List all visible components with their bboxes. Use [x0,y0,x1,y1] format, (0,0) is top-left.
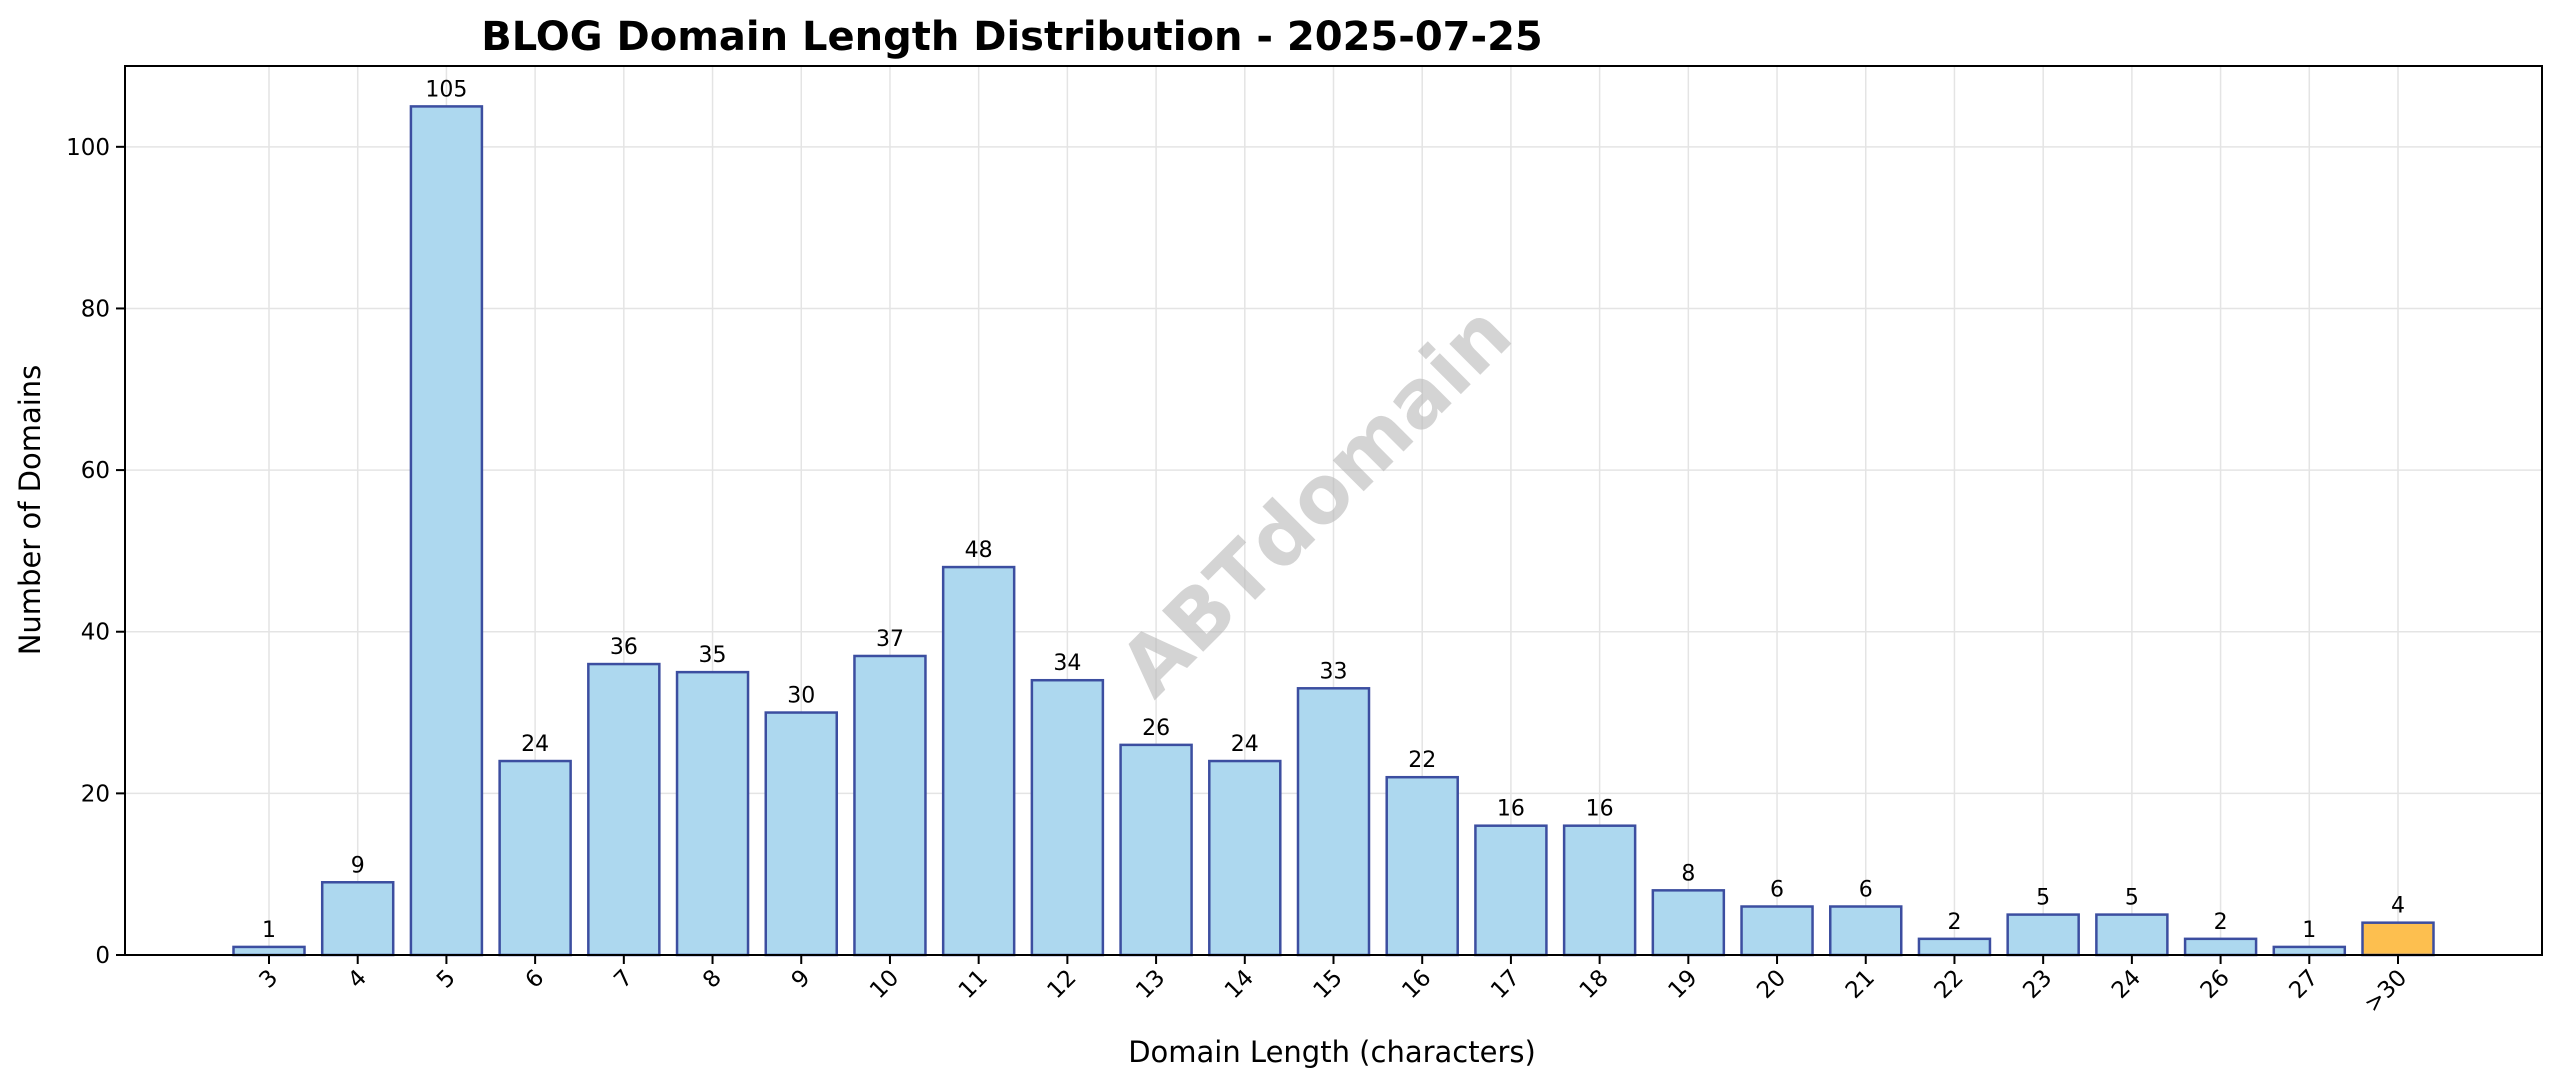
plot-frame [124,65,2543,956]
y-tick-label: 60 [81,458,110,484]
bar-23 [2006,913,2080,957]
value-label: 8 [1681,861,1695,886]
bar-11 [941,565,1016,957]
y-axis-ticks: 0 20 40 60 80 100 [66,135,125,969]
value-labels: 1 9 105 24 36 35 30 37 48 34 26 24 33 22 16 16 8 6 6 2 5 5 2 1 4 [262,77,2405,943]
value-label: 2 [2214,910,2228,935]
value-label: 5 [2125,886,2139,911]
bar-9 [764,711,838,957]
value-label: 6 [1859,878,1873,903]
bar-10 [853,654,927,957]
value-label: 30 [787,684,815,709]
value-label: 9 [351,853,365,878]
bar-15 [1296,687,1371,957]
bar-7 [587,662,661,957]
value-label: 1 [2302,918,2316,943]
value-label: 48 [965,538,993,563]
bar-26 [2183,937,2258,957]
value-label: 16 [1497,797,1525,822]
bar-12 [1030,678,1105,957]
bar-20 [1740,905,1814,957]
value-label: 16 [1586,797,1614,822]
y-axis-label: Number of Domains [13,365,47,656]
bar-24 [2095,913,2169,957]
value-label: 22 [1408,748,1436,773]
y-tick-label: 80 [81,296,110,322]
bar-18 [1562,824,1637,957]
value-label: 2 [1947,910,1961,935]
value-label: 105 [425,77,467,102]
bar-22 [1917,937,1992,957]
value-label: 37 [876,627,904,652]
bar-4 [320,881,395,957]
value-label: 5 [2036,886,2050,911]
y-tick-label: 100 [66,135,110,161]
y-tick-label: 40 [81,620,110,646]
value-label: 4 [2391,894,2405,919]
value-label: 6 [1770,878,1784,903]
value-label: 26 [1142,716,1170,741]
x-axis-label: Domain Length (characters) [1128,1035,1536,1069]
value-label: 35 [699,643,727,668]
bar-3 [232,945,306,957]
value-label: 34 [1053,651,1081,676]
y-tick-label: 20 [81,781,110,807]
value-label: 33 [1320,659,1348,684]
bar-14 [1208,759,1282,957]
bar-19 [1651,889,1726,957]
bar-13 [1119,743,1193,957]
value-label: 24 [1231,732,1259,757]
bar-8 [675,670,750,957]
value-label: 36 [610,635,638,660]
bar-16 [1385,775,1459,957]
value-label: 24 [521,732,549,757]
chart-title: BLOG Domain Length Distribution - 2025-0… [481,14,1543,60]
bar-5 [409,105,484,957]
bars [232,105,2435,957]
bar-21 [1829,905,1903,957]
value-label: 1 [262,918,276,943]
bar-27 [2272,945,2347,957]
bar->30 [2361,921,2435,957]
y-tick-label: 0 [95,943,110,969]
bar-17 [1474,824,1548,957]
bar-6 [498,759,572,957]
